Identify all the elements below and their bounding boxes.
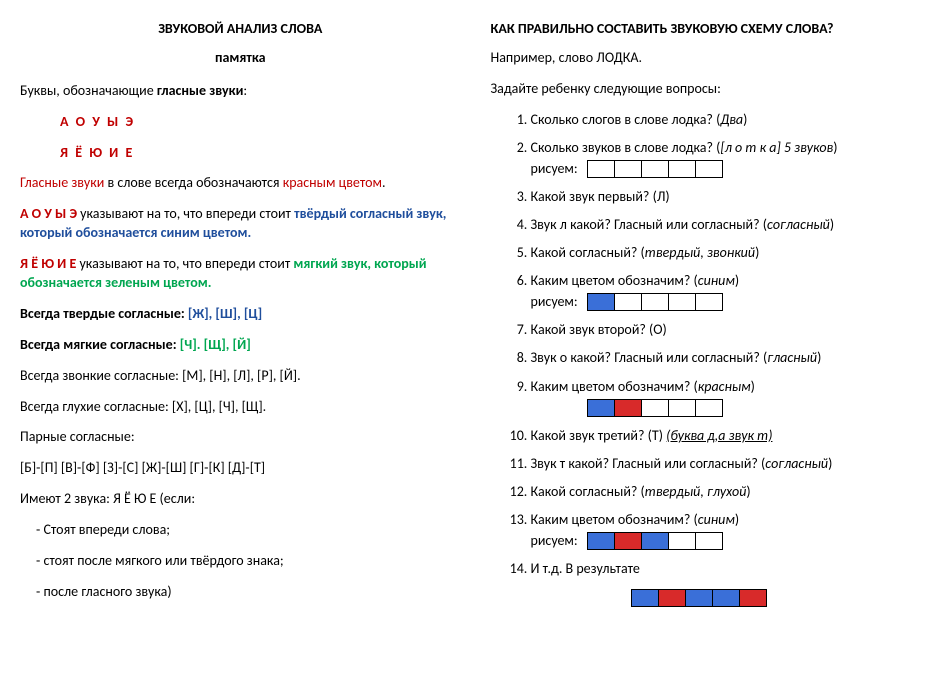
scheme-cell — [669, 161, 696, 177]
scheme-2 — [587, 293, 723, 311]
q9: Каким цветом обозначим? (красным) рисуем… — [531, 378, 932, 417]
scheme-4 — [587, 532, 723, 550]
left-subtitle: памятка — [20, 49, 461, 68]
example-line: Например, слово ЛОДКА. — [491, 49, 932, 68]
intro-line: Буквы, обозначающие гласные звуки: — [20, 82, 461, 101]
draw-row-2: рисуем: — [531, 293, 932, 312]
scheme-5 — [631, 589, 767, 607]
scheme-cell — [696, 533, 722, 549]
bullet-2: стоят после мягкого или твёрдого знака; — [36, 552, 461, 571]
always-hard: Всегда твердые согласные: [Ж], [Ш], [Ц] — [20, 305, 461, 324]
rule-hard-blue: А О У Ы Э указывают на то, что впереди с… — [20, 205, 461, 243]
q2: Сколько звуков в слове лодка? ([л о т к … — [531, 139, 932, 178]
draw-row-3: рисуем: — [531, 398, 932, 417]
scheme-cell — [696, 400, 722, 416]
bullets: Стоят впереди слова; стоят после мягкого… — [36, 521, 461, 602]
vowel-row-2: Я Ё Ю И Е — [60, 144, 461, 163]
scheme-cell — [632, 590, 659, 606]
scheme-cell — [669, 533, 696, 549]
scheme-cell — [642, 533, 669, 549]
scheme-cell — [669, 400, 696, 416]
always-voiced: Всегда звонкие согласные: [М], [Н], [Л],… — [20, 367, 461, 386]
left-column: ЗВУКОВОЙ АНАЛИЗ СЛОВА памятка Буквы, обо… — [20, 20, 461, 614]
result-scheme-row — [631, 588, 932, 607]
scheme-cell — [588, 161, 615, 177]
q14: И т.д. В результате — [531, 560, 932, 578]
always-voiceless: Всегда глухие согласные: [Х], [Ц], [Ч], … — [20, 398, 461, 417]
q1: Сколько слогов в слове лодка? (Два) — [531, 111, 932, 129]
q13: Каким цветом обозначим? (синим) рисуем: — [531, 511, 932, 550]
q7: Какой звук второй? (О) — [531, 321, 932, 339]
scheme-cell — [669, 294, 696, 310]
scheme-cell — [713, 590, 740, 606]
scheme-cell — [642, 294, 669, 310]
vowel-row-1: А О У Ы Э — [60, 113, 461, 132]
page: ЗВУКОВОЙ АНАЛИЗ СЛОВА памятка Буквы, обо… — [20, 20, 931, 614]
scheme-cell — [615, 294, 642, 310]
left-title: ЗВУКОВОЙ АНАЛИЗ СЛОВА — [20, 20, 461, 39]
scheme-cell — [642, 161, 669, 177]
bullet-1: Стоят впереди слова; — [36, 521, 461, 540]
scheme-cell — [740, 590, 766, 606]
ask-line: Задайте ребенку следующие вопросы: — [491, 80, 932, 99]
scheme-cell — [615, 161, 642, 177]
scheme-cell — [642, 400, 669, 416]
always-soft: Всегда мягкие согласные: [Ч]. [Щ], [Й] — [20, 336, 461, 355]
q4: Звук л какой? Гласный или согласный? (со… — [531, 216, 932, 234]
scheme-cell — [686, 590, 713, 606]
rule-soft-green: Я Ё Ю И Е указывают на то, что впереди с… — [20, 255, 461, 293]
q10: Какой звук третий? (Т) (буква д,а звук т… — [531, 427, 932, 445]
scheme-cell — [588, 400, 615, 416]
q11: Звук т какой? Гласный или согласный? (со… — [531, 455, 932, 473]
scheme-cell — [696, 161, 722, 177]
right-title: КАК ПРАВИЛЬНО СОСТАВИТЬ ЗВУКОВУЮ СХЕМУ С… — [491, 20, 932, 39]
draw-row-1: рисуем: — [531, 159, 932, 178]
paired-header: Парные согласные: — [20, 428, 461, 447]
scheme-cell — [588, 294, 615, 310]
two-sounds-line: Имеют 2 звука: Я Ё Ю Е (если: — [20, 490, 461, 509]
scheme-cell — [615, 533, 642, 549]
q3: Какой звук первый? (Л) — [531, 188, 932, 206]
scheme-1 — [587, 160, 723, 178]
right-column: КАК ПРАВИЛЬНО СОСТАВИТЬ ЗВУКОВУЮ СХЕМУ С… — [491, 20, 932, 614]
q8: Звук о какой? Гласный или согласный? (гл… — [531, 349, 932, 367]
rule-vowels-red: Гласные звуки в слове всегда обозначаютс… — [20, 174, 461, 193]
scheme-3 — [587, 399, 723, 417]
q6: Каким цветом обозначим? (синим) рисуем: — [531, 272, 932, 311]
scheme-cell — [588, 533, 615, 549]
scheme-cell — [615, 400, 642, 416]
bullet-3: после гласного звука) — [36, 583, 461, 602]
q12: Какой согласный? (твердый, глухой) — [531, 483, 932, 501]
draw-row-4: рисуем: — [531, 531, 932, 550]
paired-list: [Б]-[П] [В]-[Ф] [З]-[С] [Ж]-[Ш] [Г]-[К] … — [20, 459, 461, 478]
question-list: Сколько слогов в слове лодка? (Два) Скол… — [491, 111, 932, 579]
scheme-cell — [659, 590, 686, 606]
q5: Какой согласный? (твердый, звонкий) — [531, 244, 932, 262]
scheme-cell — [696, 294, 722, 310]
